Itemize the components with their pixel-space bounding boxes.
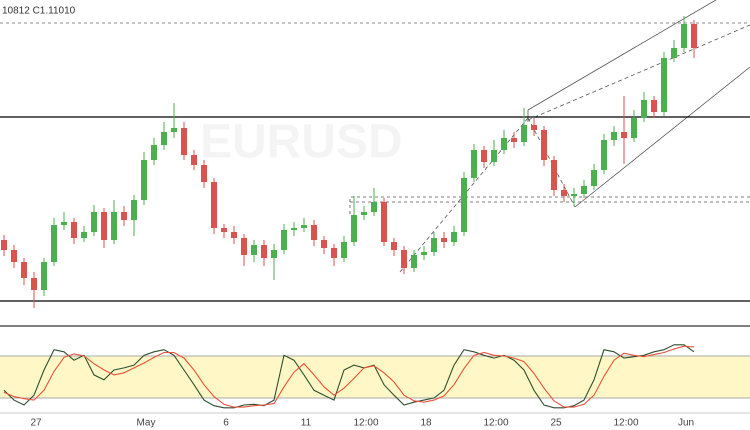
candle-body [511,138,517,142]
candle-body [171,128,177,132]
candle-body [281,230,287,250]
candle-body [631,118,637,138]
candle-body [51,225,57,262]
candle-body [391,242,397,250]
candle-body [571,194,577,196]
candle-body [651,100,657,112]
candle-body [71,222,77,238]
candle-body [311,225,317,240]
candle-body [111,212,117,240]
candle-body [691,24,697,48]
candle-body [261,245,267,258]
candle-body [671,48,677,58]
candle-body [611,132,617,140]
candle-body [61,222,67,225]
candle-body [601,140,607,170]
candle-body [471,150,477,178]
candle-body [161,132,167,145]
candle-body [211,182,217,228]
candle-body [121,212,127,220]
candle-body [461,178,467,232]
x-tick-label: 11 [301,418,312,429]
candle-body [411,255,417,268]
candle-body [551,160,557,190]
candle-body [351,215,357,242]
candle-body [581,186,587,194]
x-tick-label: 6 [223,418,229,429]
candle-body [361,212,367,215]
candle-body [681,24,687,48]
candle-body [221,228,227,232]
candle-body [521,125,527,142]
candle-body [301,225,307,228]
candle-body [231,232,237,238]
candle-body [561,190,567,196]
candle-body [341,242,347,258]
candle-body [481,150,487,162]
candle-body [91,212,97,232]
candle-body [421,252,427,255]
stoch-line [3,344,695,409]
candle-body [81,232,87,238]
x-tick-label: 27 [30,418,42,429]
candle-body [401,250,407,268]
candle-body [621,132,627,138]
candle-body [191,155,197,165]
candle-body [141,160,147,200]
stoch-band [0,356,750,398]
candle-body [641,100,647,118]
candle-body [41,262,47,290]
candle-body [321,240,327,248]
candle-body [591,170,597,186]
x-tick-label: 25 [550,418,562,429]
candle-body [201,165,207,182]
channel-bottom [574,66,750,208]
stoch-line [3,345,695,408]
candle-body [331,248,337,258]
candle-body [241,238,247,255]
candle-body [541,130,547,160]
candle-body [151,145,157,160]
candle-body [11,250,17,262]
candle-body [501,138,507,150]
candle-body [21,262,27,278]
x-tick-label: 12:00 [483,418,508,429]
candle-body [251,245,257,255]
candle-body [661,58,667,112]
candle-body [101,212,107,240]
x-tick-label: 12:00 [613,418,638,429]
candle-body [31,278,37,290]
range-top [349,196,750,214]
candle-body [491,150,497,162]
channel-mid [527,24,750,121]
candle-body [431,238,437,252]
candle-body [1,240,7,250]
x-tick-label: 12:00 [353,418,378,429]
candle-body [131,200,137,220]
candle-body [181,128,187,155]
header-text: 10812 C1.11010 [2,6,76,17]
x-tick-label: May [137,418,156,429]
candle-body [291,228,297,230]
candle-body [381,202,387,242]
candle-body [531,125,537,130]
watermark: EURUSD [200,116,403,169]
x-tick-label: Jun [678,418,694,429]
candle-body [451,232,457,242]
candle-body [371,202,377,212]
x-tick-label: 18 [420,418,432,429]
channel-top [527,0,717,111]
candle-body [271,250,277,258]
candle-body [441,238,447,242]
